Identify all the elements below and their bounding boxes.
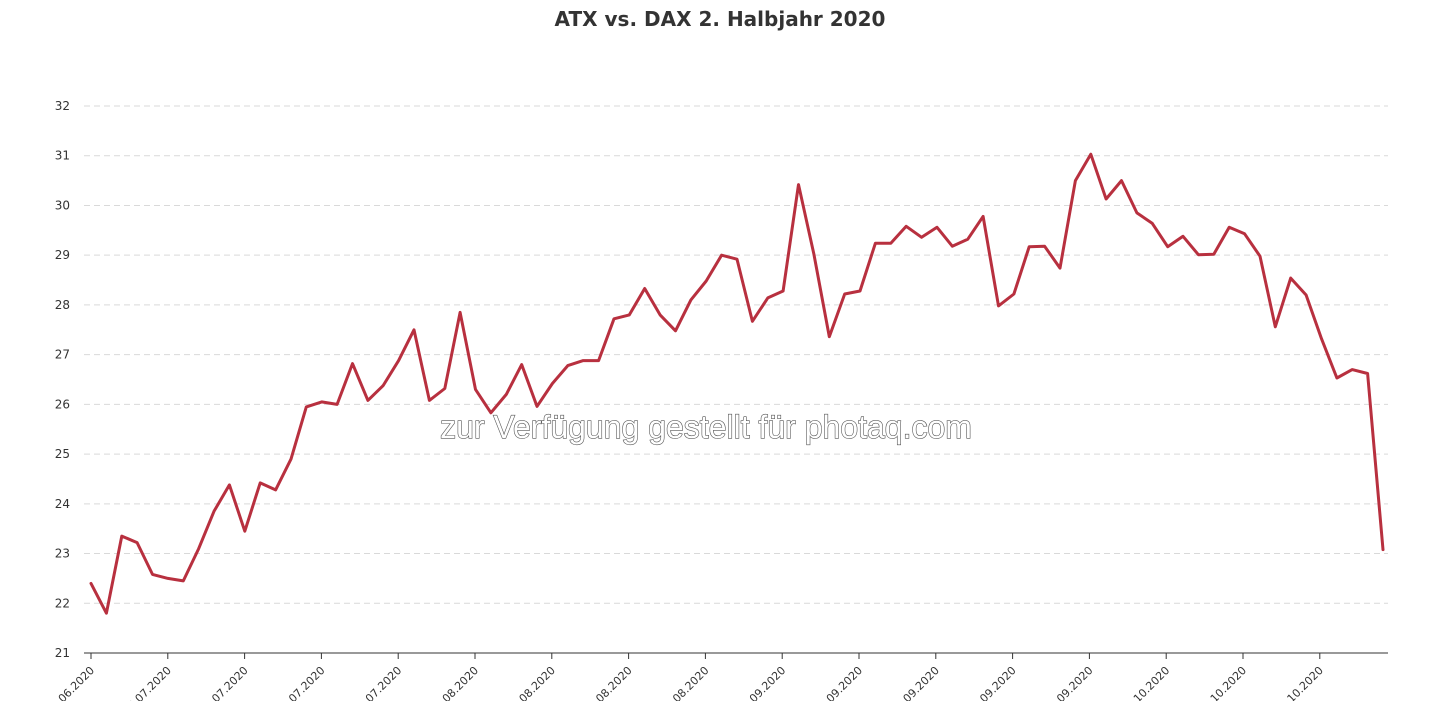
y-tick-label: 22: [55, 596, 70, 610]
x-tick-label: 06.10.2020: [1119, 664, 1173, 701]
y-tick-label: 23: [55, 547, 70, 561]
series-layer: [89, 152, 1385, 615]
y-axis-tick-labels: 21 22 23 24 25 26 27 28 29 30 31 32: [55, 99, 70, 660]
chart-title: ATX vs. DAX 2. Halbjahr 2020: [555, 7, 886, 31]
x-tick-label: 04.08.2020: [427, 664, 481, 701]
x-tick-label: 11.08.2020: [504, 664, 558, 701]
y-tick-label: 29: [55, 248, 70, 262]
y-tick-label: 31: [55, 149, 70, 163]
x-tick-label: 07.07.2020: [120, 664, 174, 701]
x-tick-label: 08.09.2020: [811, 664, 865, 701]
y-tick-label: 26: [55, 397, 70, 411]
y-tick-label: 32: [55, 99, 70, 113]
x-tick-label: 30.06.2020: [43, 664, 97, 701]
x-tick-label: 21.07.2020: [274, 664, 328, 701]
watermark-text: zur Verfügung gestellt für photaq.com: [440, 409, 972, 445]
x-tick-label: 25.08.2020: [658, 664, 712, 701]
series-line: [89, 152, 1385, 615]
x-tick-label: 20.10.2020: [1272, 664, 1326, 701]
x-tick-label: 15.09.2020: [888, 664, 942, 701]
x-tick-label: 22.09.2020: [965, 664, 1019, 701]
x-tick-label: 28.07.2020: [351, 664, 405, 701]
x-tick-label: 13.10.2020: [1195, 664, 1249, 701]
x-tick-label: 14.07.2020: [197, 664, 251, 701]
x-tick-label: 01.09.2020: [735, 664, 789, 701]
y-tick-label: 30: [55, 198, 70, 212]
x-axis-ticks: 30.06.2020 07.07.2020 14.07.2020 21.07.2020…: [43, 653, 1326, 701]
y-tick-label: 24: [55, 497, 70, 511]
y-tick-label: 27: [55, 348, 70, 362]
y-tick-label: 21: [55, 646, 70, 660]
x-tick-label: 18.08.2020: [581, 664, 635, 701]
y-tick-label: 25: [55, 447, 70, 461]
gridlines: [84, 105, 1388, 604]
y-tick-label: 28: [55, 298, 70, 312]
x-tick-label: 29.09.2020: [1042, 664, 1096, 701]
